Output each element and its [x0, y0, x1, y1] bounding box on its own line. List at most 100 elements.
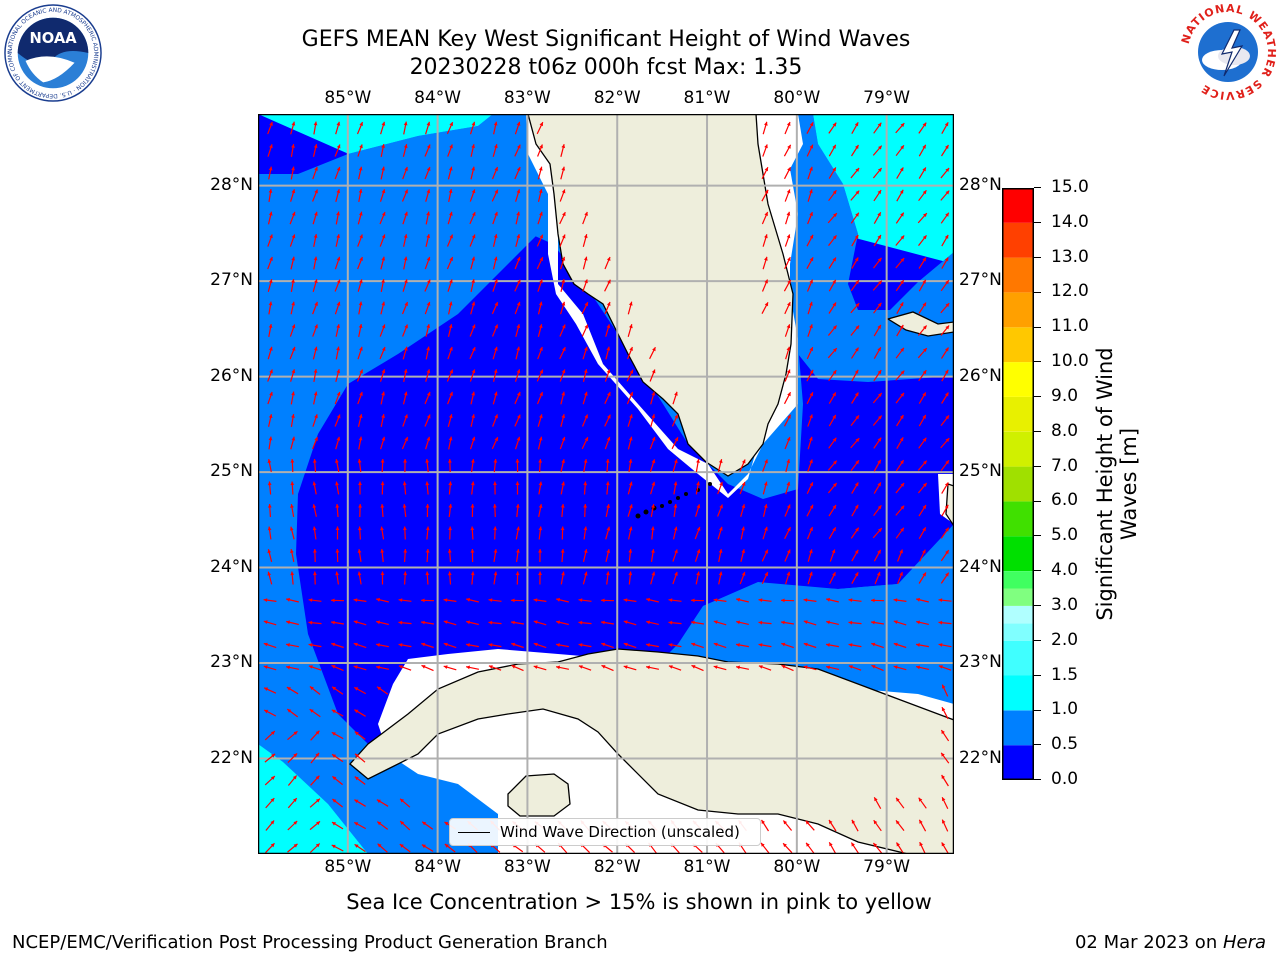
wind-arrow-head	[561, 571, 565, 576]
wind-arrow-head	[449, 122, 453, 126]
wind-arrow-head	[355, 753, 359, 758]
wind-arrow-head	[764, 189, 769, 194]
colorbar-tick-mark	[1034, 674, 1041, 676]
wind-arrow-head	[315, 730, 320, 735]
wind-arrow-head	[899, 302, 904, 307]
wind-arrow-head	[718, 549, 723, 553]
wind-arrow-head	[854, 234, 859, 239]
wind-arrow-head	[944, 504, 949, 509]
wind-arrow-head	[938, 620, 943, 625]
wind-arrow-head	[832, 437, 837, 442]
wind-arrow-head	[290, 549, 294, 553]
wind-arrow-head	[561, 369, 566, 374]
wind-arrow-head	[539, 392, 543, 396]
wind-arrow-head	[607, 279, 611, 284]
wind-arrow-head	[803, 620, 808, 624]
wind-arrow-head	[313, 256, 318, 261]
wind-arrow-head	[922, 505, 926, 509]
wind-arrow-head	[376, 643, 380, 647]
wind-arrow-head	[269, 256, 273, 261]
wind-arrow-head	[783, 843, 787, 848]
wind-arrow-head	[556, 620, 560, 625]
wind-arrow-head	[832, 257, 836, 262]
wind-arrow-head	[923, 213, 927, 217]
wind-arrow-head	[578, 620, 583, 625]
wind-arrow-head	[941, 842, 946, 847]
wind-arrow-head	[426, 346, 430, 351]
wind-arrow-head	[923, 348, 927, 352]
wind-arrow-head	[900, 212, 904, 217]
wind-arrow-head	[781, 620, 785, 625]
wind-arrow-head	[443, 620, 448, 624]
wind-arrow-head	[309, 709, 314, 713]
colorbar-tick-label: 5.0	[1051, 525, 1079, 546]
wind-arrow-head	[488, 665, 493, 669]
wind-arrow-head	[916, 665, 920, 670]
wind-arrow-head	[335, 549, 340, 553]
wind-arrow-head	[605, 459, 610, 463]
wind-arrow-head	[381, 324, 386, 329]
wind-arrow-head	[899, 167, 904, 172]
map-border	[258, 114, 954, 854]
wind-arrow-head	[803, 665, 808, 670]
wind-arrow-head	[922, 144, 926, 149]
wind-arrow-head	[332, 754, 337, 758]
wind-arrow-head	[764, 302, 769, 307]
wind-arrow-head	[945, 527, 949, 532]
wind-arrow-head	[805, 820, 810, 825]
wind-arrow-head	[358, 504, 362, 508]
wind-arrow-head	[538, 459, 543, 463]
wind-arrow-head	[336, 211, 340, 216]
wind-arrow-head	[945, 145, 949, 149]
wind-arrow-head	[607, 392, 611, 397]
wind-arrow-head	[832, 483, 837, 487]
wind-arrow-head	[263, 642, 268, 647]
wind-arrow-head	[896, 820, 900, 825]
wind-arrow-head	[562, 347, 566, 352]
wind-arrow-head	[854, 572, 859, 577]
colorbar-tick-label: 3.0	[1051, 594, 1079, 615]
colorbar-tick-label: 0.0	[1051, 769, 1079, 789]
wind-arrow-head	[758, 643, 763, 647]
wind-arrow-head	[516, 121, 521, 126]
wind-arrow-head	[494, 167, 498, 171]
sea-ice-footnote: Sea Ice Concentration > 15% is shown in …	[346, 890, 932, 914]
wind-arrow-head	[938, 665, 943, 669]
wind-arrow-head	[944, 234, 949, 239]
wind-arrow-head	[402, 504, 407, 508]
wind-arrow-head	[516, 392, 521, 396]
wind-arrow-head	[584, 324, 588, 329]
wind-arrow-head	[354, 731, 359, 736]
wind-arrow-head	[628, 549, 633, 553]
wind-arrow-head	[628, 459, 633, 463]
wind-arrow-head	[623, 598, 628, 602]
wind-arrow-head	[471, 459, 475, 463]
wind-arrow-head	[448, 504, 453, 508]
wind-arrow-head	[674, 414, 678, 419]
colorbar-tick-label: 2.0	[1051, 629, 1079, 650]
colorbar-tick-mark	[1034, 326, 1041, 328]
wind-arrow-head	[398, 665, 403, 669]
wind-arrow-head	[764, 549, 768, 554]
wind-arrow-head	[561, 234, 566, 239]
wind-arrow-head	[809, 392, 813, 397]
wind-arrow-head	[900, 123, 905, 127]
wind-arrow-head	[267, 549, 272, 554]
wind-arrow-head	[471, 369, 476, 374]
wind-arrow-head	[359, 257, 363, 261]
wind-arrow-head	[832, 325, 837, 330]
wind-arrow-head	[583, 369, 588, 374]
wind-arrow-head	[268, 436, 273, 441]
wind-arrow-head	[511, 642, 516, 647]
wind-arrow-head	[471, 391, 476, 396]
colorbar-tick-label: 9.0	[1051, 385, 1079, 406]
wind-arrow-head	[584, 346, 588, 351]
wind-arrow-head	[713, 642, 718, 647]
wind-arrow-head	[783, 820, 788, 825]
wind-arrow-head	[517, 414, 521, 419]
wind-arrow-head	[646, 643, 650, 647]
lon-tick-label: 81°W	[683, 857, 731, 877]
wind-arrow-head	[381, 391, 385, 396]
wind-arrow-head	[404, 324, 408, 329]
wind-arrow-head	[312, 481, 317, 486]
